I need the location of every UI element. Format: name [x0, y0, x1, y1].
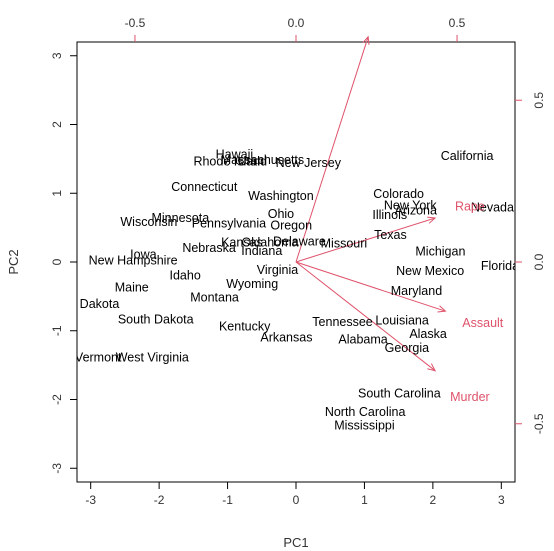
loading-arrow	[295, 261, 446, 312]
observation-label: Indiana	[241, 244, 282, 258]
observation-label: Massachusetts	[221, 153, 304, 167]
observation-label: West Virginia	[116, 351, 189, 365]
loading-arrowhead	[437, 305, 447, 313]
variable-label: Rape	[455, 199, 485, 213]
observation-label: Hawaii	[216, 148, 254, 162]
variable-label: Assault	[462, 316, 504, 330]
observation-label: Nebraska	[182, 241, 236, 255]
observation-label: Louisiana	[375, 313, 429, 327]
observation-label: Nevada	[471, 201, 514, 215]
observation-label: Minnesota	[151, 211, 209, 225]
loading-arrowhead	[362, 35, 370, 45]
y-tick-label: -2	[50, 394, 64, 405]
x-tick-label: 3	[498, 493, 505, 507]
variable-labels: MurderAssaultUrbanPopRape	[450, 199, 504, 404]
observation-label: Rhode Island	[193, 155, 267, 169]
observation-label: Alaska	[409, 327, 447, 341]
loading-arrowhead	[427, 363, 437, 372]
observation-label: Oregon	[270, 219, 312, 233]
right-tick-label: 0.0	[532, 253, 546, 270]
observation-label: Tennessee	[312, 315, 373, 329]
observation-label: Ohio	[268, 207, 294, 221]
y-axis-title: PC2	[6, 249, 21, 274]
observation-label: Maryland	[391, 284, 442, 298]
observation-label: Arkansas	[260, 331, 312, 345]
observation-label: Georgia	[385, 341, 430, 355]
x-tick-label: -3	[85, 493, 96, 507]
observation-label: South Carolina	[358, 386, 441, 400]
observation-label: New York	[384, 199, 438, 213]
observation-label: Washington	[248, 189, 314, 203]
axes-layer: -3 -2 -1 0 1 2 3 -3 -2 -1 0 1 2 3 -0.5 0.0 0.5 -0.5 0.0 0.5…	[6, 16, 546, 550]
observation-label: North Carolina	[325, 405, 406, 419]
observation-label: Montana	[190, 291, 239, 305]
y-tick-label: 3	[50, 52, 64, 59]
top-tick-label: -0.5	[125, 16, 146, 30]
top-tick-label: 0.5	[449, 16, 466, 30]
y-tick-label: 0	[50, 258, 64, 265]
observation-label: Arizona	[395, 203, 437, 217]
observation-label: Mississippi	[334, 419, 394, 433]
loading-arrows	[295, 35, 447, 372]
observation-label: New Mexico	[396, 264, 464, 278]
observation-label: Colorado	[373, 187, 424, 201]
observation-label: Wyoming	[226, 277, 278, 291]
observation-label: Oklahoma	[242, 236, 299, 250]
loading-arrowhead	[427, 216, 437, 224]
observation-label: Connecticut	[171, 180, 238, 194]
observation-label: Missouri	[321, 236, 368, 250]
observation-label: Vermont	[75, 351, 122, 365]
observation-label: Kentucky	[219, 320, 271, 334]
loading-arrow	[295, 36, 369, 263]
y-tick-label: -1	[50, 325, 64, 336]
variable-label: Murder	[450, 390, 490, 404]
observation-label: North Dakota	[46, 297, 120, 311]
observation-label: Virginia	[257, 263, 299, 277]
observation-label: Delaware	[273, 234, 326, 248]
observation-label: Iowa	[130, 247, 156, 261]
y-tick-label: -3	[50, 463, 64, 474]
x-tick-label: 0	[293, 493, 300, 507]
observation-label: Michigan	[415, 245, 465, 259]
observation-label: California	[441, 149, 494, 163]
observation-label: New Jersey	[276, 156, 342, 170]
observation-label: Utah	[238, 155, 264, 169]
y-tick-label: 1	[50, 190, 64, 197]
x-tick-label: 1	[361, 493, 368, 507]
observation-label: Kansas	[221, 236, 263, 250]
x-tick-label: -2	[154, 493, 165, 507]
y-tick-label: 2	[50, 121, 64, 128]
x-axis-title: PC1	[283, 535, 308, 550]
observation-label: Alabama	[338, 333, 387, 347]
x-tick-label: 2	[430, 493, 437, 507]
right-tick-label: 0.5	[532, 92, 546, 109]
observation-label: Illinois	[372, 208, 407, 222]
x-tick-label: -1	[222, 493, 233, 507]
observation-label: Wisconsin	[120, 215, 177, 229]
observation-labels: Alabama Alaska Arizona Arkansas California Co…	[46, 148, 519, 433]
observation-label: Maine	[115, 280, 149, 294]
observation-label: Florida	[481, 259, 519, 273]
observation-label: New Hampshire	[89, 254, 178, 268]
loading-arrow	[295, 261, 436, 372]
observation-label: Texas	[374, 228, 407, 242]
right-tick-label: -0.5	[532, 413, 546, 434]
loading-arrow	[295, 217, 436, 263]
observation-label: Idaho	[169, 269, 200, 283]
top-tick-label: 0.0	[288, 16, 305, 30]
observation-label: South Dakota	[118, 313, 194, 327]
observation-label: Pennsylvania	[192, 216, 266, 230]
